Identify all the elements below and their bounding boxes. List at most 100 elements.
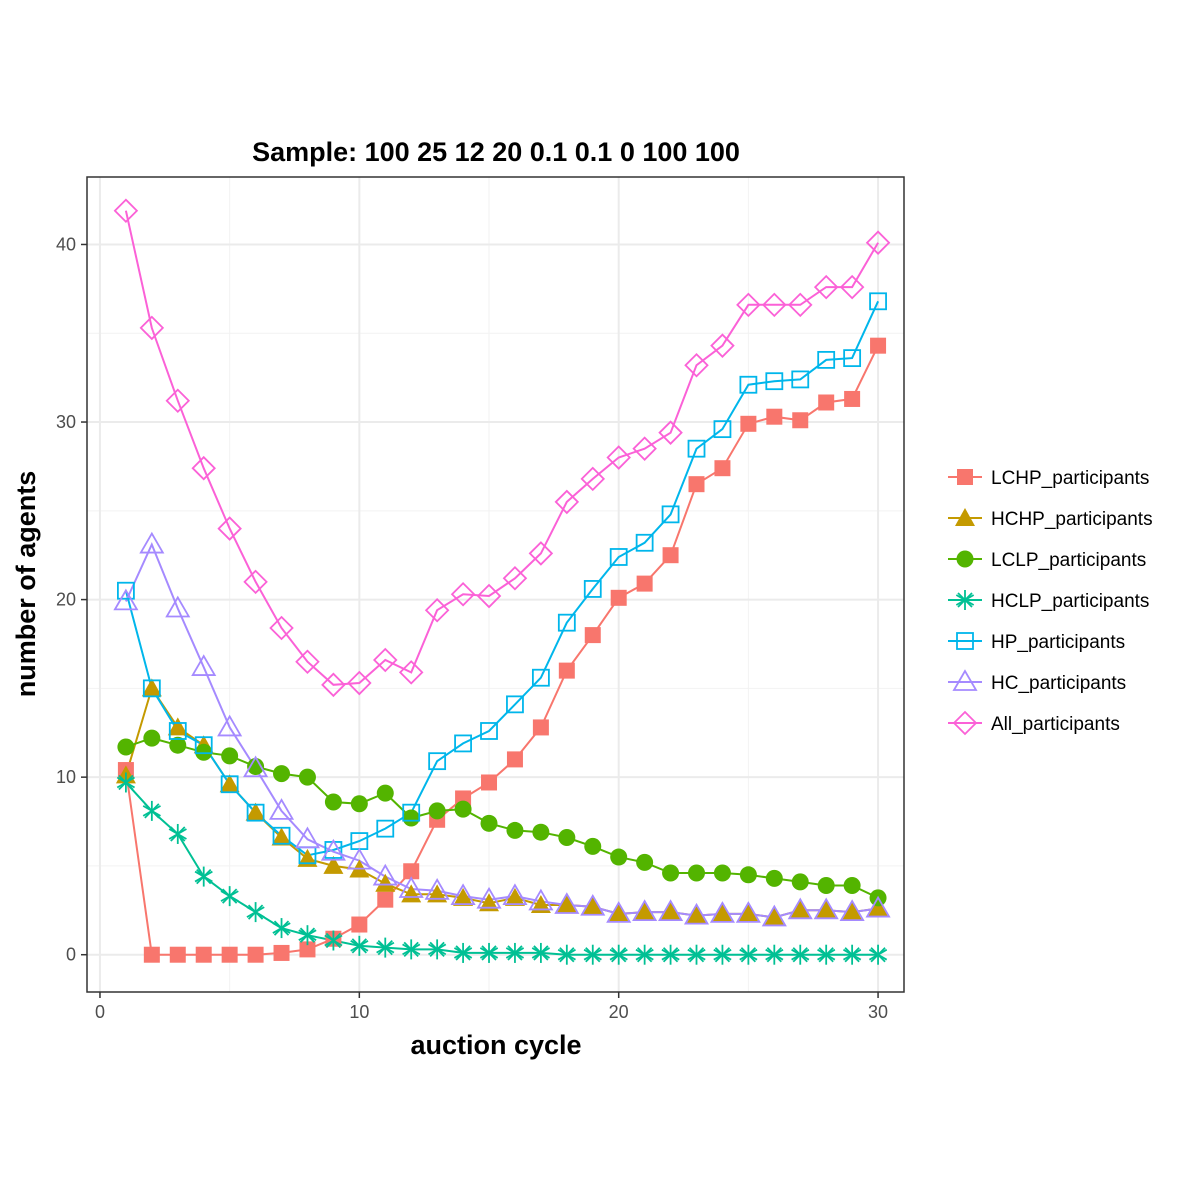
data-point bbox=[660, 902, 681, 921]
legend-label: HP_participants bbox=[991, 632, 1125, 653]
data-point bbox=[580, 893, 606, 916]
data-point bbox=[816, 900, 837, 919]
data-point bbox=[868, 944, 888, 965]
legend-item-HP_participants: HP_participants bbox=[948, 632, 1125, 653]
legend-key-marker bbox=[952, 710, 978, 736]
data-point bbox=[298, 768, 316, 786]
legend: LCHP_participants HCHP_participants LCLP_p… bbox=[948, 468, 1153, 736]
legend-item-LCHP_participants: LCHP_participants bbox=[948, 468, 1149, 489]
data-point bbox=[143, 946, 160, 963]
data-point bbox=[635, 533, 654, 552]
data-point bbox=[506, 821, 524, 839]
x-tick-label: 20 bbox=[609, 1002, 629, 1022]
data-point bbox=[243, 755, 269, 778]
data-point bbox=[632, 436, 657, 461]
data-point bbox=[246, 902, 265, 923]
data-point bbox=[427, 884, 448, 903]
data-point bbox=[765, 869, 783, 887]
data-point bbox=[791, 944, 810, 965]
data-point bbox=[247, 946, 264, 963]
data-point bbox=[609, 944, 628, 965]
panel-background bbox=[87, 177, 904, 992]
data-point bbox=[376, 819, 395, 838]
data-point bbox=[506, 751, 523, 768]
data-point bbox=[295, 649, 320, 675]
data-point bbox=[787, 292, 813, 318]
data-point bbox=[765, 944, 784, 965]
data-point bbox=[580, 466, 606, 492]
data-point bbox=[398, 660, 424, 685]
data-point bbox=[844, 390, 861, 407]
data-point bbox=[764, 907, 785, 926]
data-point bbox=[839, 899, 865, 921]
data-point bbox=[424, 877, 450, 900]
data-point bbox=[221, 747, 239, 765]
data-point bbox=[843, 349, 862, 368]
data-point bbox=[320, 838, 346, 861]
y-tick-label: 20 bbox=[56, 590, 76, 610]
data-point bbox=[299, 941, 316, 958]
legend-label: HCHP_participants bbox=[991, 509, 1153, 530]
data-point bbox=[686, 905, 707, 924]
data-point bbox=[376, 937, 395, 958]
data-point bbox=[662, 547, 679, 564]
data-point bbox=[273, 944, 290, 961]
data-point bbox=[424, 597, 450, 623]
data-point bbox=[658, 420, 683, 445]
data-point bbox=[632, 899, 658, 921]
data-point bbox=[168, 823, 187, 844]
data-point bbox=[221, 946, 238, 963]
data-point bbox=[554, 892, 580, 914]
data-point bbox=[556, 894, 577, 913]
data-point bbox=[113, 588, 139, 611]
data-point bbox=[709, 901, 736, 923]
data-point bbox=[191, 654, 217, 676]
data-point bbox=[272, 918, 291, 939]
data-point bbox=[813, 274, 839, 300]
data-point bbox=[662, 864, 680, 882]
data-point bbox=[142, 800, 161, 821]
y-tick-label: 40 bbox=[56, 234, 76, 254]
data-point bbox=[476, 886, 502, 909]
data-point bbox=[272, 826, 291, 845]
data-point bbox=[454, 734, 472, 753]
legend-label: LCLP_participants bbox=[991, 550, 1146, 571]
data-point bbox=[817, 876, 835, 894]
data-point bbox=[117, 738, 135, 756]
data-point bbox=[635, 944, 654, 965]
data-point bbox=[842, 902, 863, 921]
data-point bbox=[271, 827, 292, 846]
data-point bbox=[113, 198, 139, 224]
data-point bbox=[688, 476, 705, 493]
data-point bbox=[346, 847, 372, 870]
data-point bbox=[843, 944, 862, 965]
data-point bbox=[372, 863, 398, 886]
data-point bbox=[139, 531, 165, 554]
data-point bbox=[502, 566, 528, 591]
data-point bbox=[143, 729, 161, 747]
data-point bbox=[610, 589, 627, 606]
series-points-All_participants bbox=[113, 198, 891, 698]
series-line-HP_participants bbox=[124, 300, 880, 857]
data-point bbox=[350, 795, 368, 813]
data-point bbox=[530, 894, 551, 913]
legend-item-LCLP_participants: LCLP_participants bbox=[948, 550, 1146, 571]
data-point bbox=[557, 944, 576, 965]
data-point bbox=[790, 900, 811, 919]
data-point bbox=[428, 939, 447, 960]
data-point bbox=[736, 292, 761, 318]
data-point bbox=[606, 901, 632, 923]
x-tick-label: 10 bbox=[349, 1002, 369, 1022]
data-point bbox=[351, 916, 368, 933]
data-point bbox=[402, 809, 420, 827]
data-point bbox=[870, 337, 887, 354]
data-point bbox=[347, 670, 372, 696]
data-point bbox=[687, 944, 706, 965]
legend-key-marker bbox=[957, 469, 973, 485]
data-point bbox=[528, 541, 554, 566]
legend-item-HC_participants: HC_participants bbox=[948, 669, 1126, 694]
data-point bbox=[321, 672, 346, 698]
data-point bbox=[740, 415, 757, 432]
data-point bbox=[818, 394, 835, 411]
